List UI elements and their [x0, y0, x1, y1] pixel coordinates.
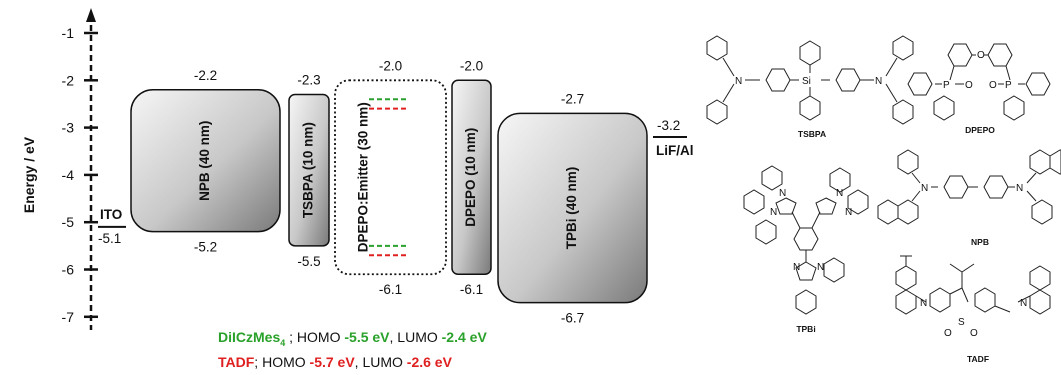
legend-dicz-homo: -5.5 eV [344, 329, 390, 345]
energy-axis: Energy / eV -1 -2 -3 -4 -5 -6 -7 [21, 8, 98, 330]
tadf-atom-o1: O [944, 328, 952, 339]
legend-dicz-homo-word: HOMO [296, 329, 341, 345]
npb-atom-n1: N [921, 183, 928, 194]
tadf-atom-o2: O [970, 328, 978, 339]
lif-al-level-label: -3.2 [657, 118, 680, 133]
npb-structure: N N NPB [877, 149, 1061, 247]
molecule-structures: N Si N TSBPA O P O O P DPEPO [706, 35, 1061, 364]
tpbi-atom-n2: N [779, 188, 786, 199]
legend-tadf-name: TADF [218, 353, 255, 370]
ito-label: ITO [100, 207, 122, 222]
emitter-box [334, 79, 447, 276]
lif-al-label: LiF/Al [656, 143, 694, 158]
legend-row-dicz: DiICzMes4 ; HOMO -5.5 eV, LUMO -2.4 eV [218, 328, 487, 353]
legend-tadf-homo: -5.7 eV [309, 353, 355, 370]
emitter-bottom-label: -6.1 [379, 282, 402, 297]
npb-box [130, 89, 281, 233]
tpbi-bottom-label: -6.7 [561, 311, 584, 326]
tpbi-atom-n6: N [817, 262, 824, 273]
tsbpa-atom-n2: N [875, 76, 882, 87]
tsbpa-name: TSBPA (10 nm) [301, 122, 316, 218]
legend-tadf-sep: ; [254, 353, 259, 370]
tpbi-atom-n4: N [845, 207, 852, 218]
axis-tick-label: -7 [62, 309, 75, 325]
npb-bottom-label: -5.2 [194, 240, 217, 255]
npb-top-label: -2.2 [194, 68, 217, 83]
npb-name: NPB (40 nm) [197, 121, 212, 201]
dpepo-atom-o2: O [989, 80, 997, 91]
legend-dicz-name: DiICzMes [218, 329, 281, 345]
tpbi-structure: N N N N N N TPBi [743, 165, 869, 334]
layer-npb: NPB (40 nm) -2.2 -5.2 [130, 68, 281, 255]
tadf-label: TADF [967, 354, 989, 364]
tpbi-top-label: -2.7 [561, 91, 584, 106]
legend-dicz-subscript: 4 [280, 337, 286, 348]
tsbpa-bottom-label: -5.5 [297, 254, 320, 269]
layer-tpbi: TPBi (40 nm) -2.7 -6.7 [497, 91, 648, 326]
dpepo-atom-p2: P [1005, 80, 1012, 91]
dpepo-structure: O P O O P DPEPO [907, 43, 1051, 135]
tpbi-atom-n1: N [770, 207, 777, 218]
dpepo-top-label: -2.0 [460, 58, 483, 73]
layer-tsbpa: TSBPA (10 nm) -2.3 -5.5 [288, 72, 330, 269]
dpepo-label: DPEPO [965, 125, 995, 135]
tpbi-box [497, 112, 648, 304]
axis-tick-label: -2 [62, 72, 75, 88]
tsbpa-box [288, 93, 330, 247]
npb-atom-n2: N [1016, 183, 1023, 194]
emitter-legend: DiICzMes4 ; HOMO -5.5 eV, LUMO -2.4 eV T… [218, 328, 487, 372]
emitter-top-label: -2.0 [379, 58, 402, 73]
layer-dpepo: DPEPO (10 nm) -2.0 -6.1 [451, 58, 492, 297]
legend-tadf-comma: , [354, 353, 359, 370]
tadf-structure: N S O O N TADF [895, 255, 1051, 364]
tpbi-atom-n5: N [793, 262, 800, 273]
dpepo-box [451, 79, 492, 275]
tadf-atom-s: S [958, 317, 965, 328]
axis-tick-label: -4 [62, 167, 75, 183]
dpepo-atom-o1: O [965, 80, 973, 91]
tpbi-atom-n3: N [836, 188, 843, 199]
dpepo-bottom-label: -6.1 [460, 282, 483, 297]
axis-tick-label: -5 [62, 214, 75, 230]
axis-label: Energy / eV [21, 136, 37, 213]
ito-level-label: -5.1 [98, 231, 121, 246]
tsbpa-structure: N Si N TSBPA [706, 35, 914, 139]
tsbpa-atom-si: Si [802, 76, 811, 87]
ito-electrode: ITO -5.1 [98, 207, 126, 246]
legend-tadf-homo-word: HOMO [262, 353, 306, 370]
legend-tadf-lumo: -2.6 eV [406, 353, 452, 370]
tpbi-label: TPBi [796, 324, 815, 334]
tsbpa-label: TSBPA [798, 129, 826, 139]
axis-tick-label: -1 [62, 25, 75, 41]
axis-tick-label: -3 [62, 120, 75, 136]
legend-dicz-sep: ; [289, 329, 294, 345]
dpepo-atom-p1: P [943, 80, 950, 91]
legend-dicz-lumo-word: LUMO [397, 329, 438, 345]
tpbi-name: TPBi (40 nm) [564, 167, 579, 250]
axis-tick-label: -6 [62, 262, 75, 278]
dpepo-name: DPEPO (10 nm) [463, 128, 478, 227]
npb-label: NPB [971, 237, 989, 247]
lif-al-electrode: -3.2 LiF/Al [653, 118, 694, 158]
tadf-atom-n2: N [1020, 298, 1027, 309]
emitter-name: DPEPO:Emitter (30 nm) [356, 102, 371, 252]
layer-emitter: DPEPO:Emitter (30 nm) -2.0 -6.1 [334, 58, 447, 297]
tsbpa-atom-n1: N [735, 76, 742, 87]
tsbpa-top-label: -2.3 [297, 72, 320, 87]
legend-row-tadf: TADF; HOMO -5.7 eV, LUMO -2.6 eV [218, 353, 487, 372]
legend-tadf-lumo-word: LUMO [362, 353, 403, 370]
legend-dicz-comma: , [389, 329, 394, 345]
tadf-atom-n1: N [920, 298, 927, 309]
legend-dicz-lumo: -2.4 eV [441, 329, 487, 345]
axis-arrow [86, 8, 96, 22]
dpepo-atom-o-bridge: O [977, 50, 985, 61]
